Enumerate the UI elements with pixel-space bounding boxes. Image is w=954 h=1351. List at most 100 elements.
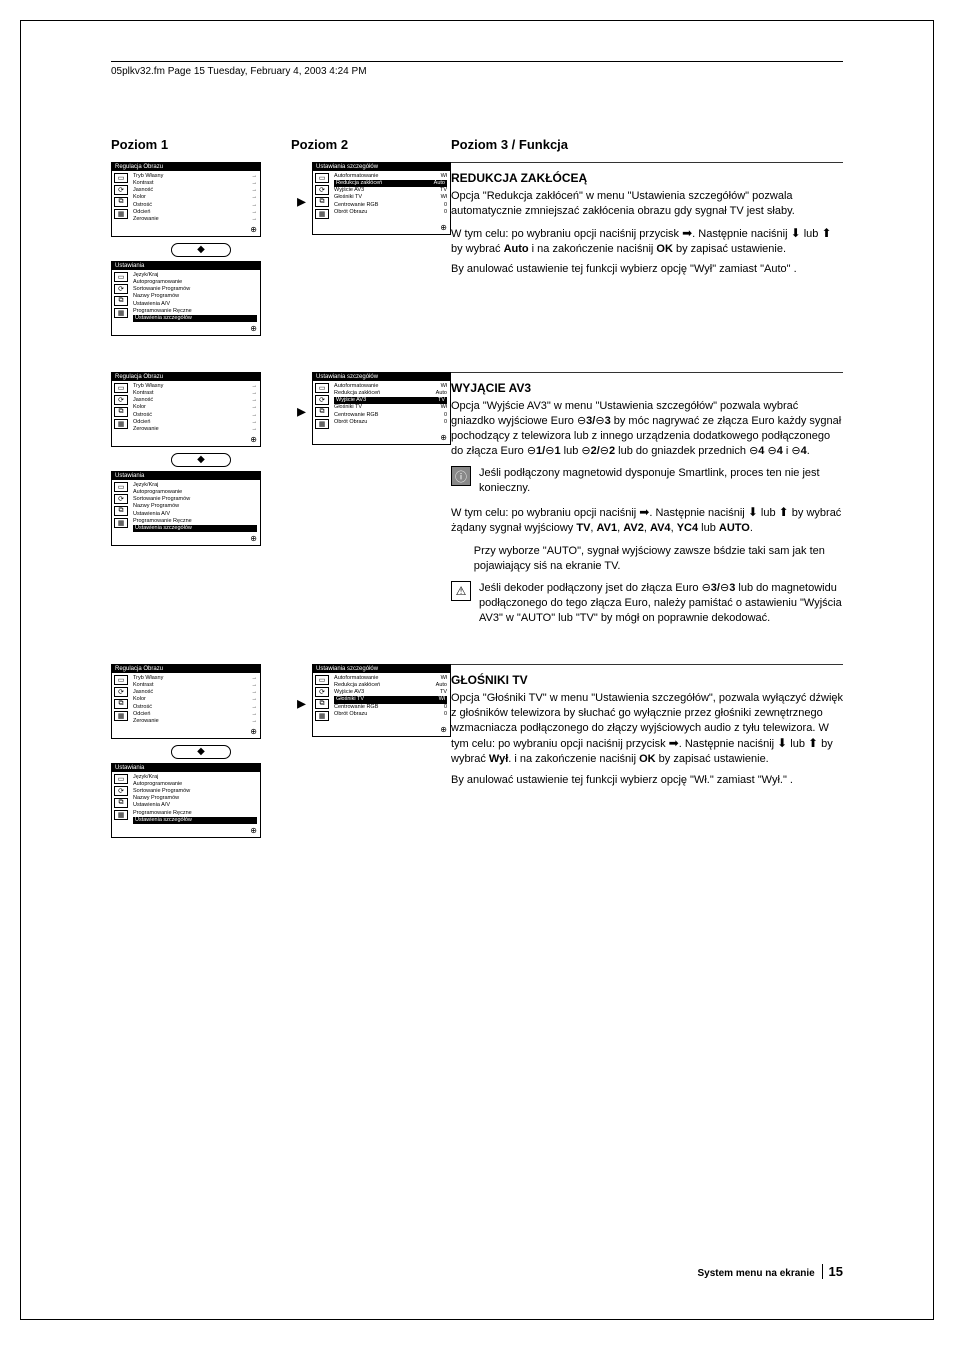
col-header-1: Poziom 1 [111,137,291,152]
col-header-2: Poziom 2 [291,137,451,152]
menu-item: Sortowanie Programów [133,788,257,795]
mid-col-2: ▸ Ustawiania szczegółów ▭ ⟳ ⧉ ▦ Autoform… [291,372,451,451]
menu-item: Ustawienia szczegółów [133,315,257,322]
menu-item: Autoprogramowanie [133,279,257,286]
menu-item: Kontrast→ [133,180,257,187]
body-text: W tym celu: po wybraniu opcji naciśnij p… [451,225,843,257]
arrow-right-icon: ▸ [291,693,312,714]
warning-note: ⚠ Jeśli dekoder podłączony jset do złącz… [451,581,843,626]
body-text: Opcja "Wyjście AV3" w menu "Ustawienia s… [451,399,843,458]
menu-item: AutoformatowanieWł [334,173,447,180]
menu-item: Nazwy Programów [133,503,257,510]
clock-icon: ⧉ [114,197,128,207]
menu-ustawiania-3: Ustawiania ▭ ⟳ ⧉ ▦ Język/KrajAutoprogram… [111,763,261,838]
mid-col-1: ▸ Ustawiania szczegółów ▭ ⟳ ⧉ ▦ Autoform… [291,162,451,241]
menu-item: Ostrość→ [133,412,257,419]
left-col-2: Regulacja Obrazu ▭ ⟳ ⧉ ▦ Tryb Własny→Kon… [111,372,291,552]
row-wyjacie: Regulacja Obrazu ▭ ⟳ ⧉ ▦ Tryb Własny→Kon… [111,372,843,634]
menu-item: Sortowanie Programów [133,496,257,503]
arrow-down-icon: ◆ [171,243,231,257]
menu-item: Programowanie Ręczne [133,518,257,525]
menu-item: Ostrość→ [133,704,257,711]
menu-item: Ustawienia A/V [133,511,257,518]
right-arrow-icon: ➡ [669,735,679,751]
section-redukcja: REDUKCJA ZAKŁÓCEĄ Opcja "Redukcja zakłóc… [451,162,843,283]
menu-item: Autoprogramowanie [133,489,257,496]
section-title: REDUKCJA ZAKŁÓCEĄ [451,171,843,185]
menu-szczegoly-1: Ustawiania szczegółów ▭ ⟳ ⧉ ▦ Autoformat… [312,162,451,235]
menu-item: Programowanie Ręczne [133,810,257,817]
menu-item: Redukcja zakłóceńAuto [334,180,447,187]
up-arrow-icon: ⬆ [779,504,789,520]
up-arrow-icon: ⬆ [808,735,818,751]
menu-item: Redukcja zakłóceńAuto [334,682,447,689]
menu-item: Odcień→ [133,419,257,426]
down-arrow-icon: ⬇ [777,735,787,751]
tv-icon: ▭ [114,173,128,183]
menu-item: Kontrast→ [133,390,257,397]
arrow-down-icon: ◆ [171,745,231,759]
down-arrow-icon: ⬇ [791,225,801,241]
page: 05plkv32.fm Page 15 Tuesday, February 4,… [20,20,934,1320]
menu-item: Kolor→ [133,696,257,703]
menu-item: Wyjście AV3TV [334,689,447,696]
menu-item: Nazwy Programów [133,293,257,300]
header-text: 05plkv32.fm Page 15 Tuesday, February 4,… [111,66,367,77]
body-text: W tym celu: po wybraniu opcji naciśnij ➡… [451,504,843,536]
menu-item: Sortowanie Programów [133,286,257,293]
plain-note: Przy wyborze "AUTO", sygnał wyjściowy za… [451,544,843,574]
col-header-3: Poziom 3 / Funkcja [451,137,843,152]
menu-item: Nazwy Programów [133,795,257,802]
column-headers: Poziom 1 Poziom 2 Poziom 3 / Funkcja [111,137,843,152]
menu-item: AutoformatowanieWł [334,675,447,682]
menu-item: Ustawienia szczegółów [133,817,257,824]
menu-ustawiania-2: Ustawiania ▭ ⟳ ⧉ ▦ Język/KrajAutoprogram… [111,471,261,546]
body-text: By anulować ustawienie tej funkcji wybie… [451,773,843,788]
menu-item: Centrowanie RGB0 [334,704,447,711]
slider-icon: ⟳ [114,185,128,195]
menu-item: Kolor→ [133,194,257,201]
row-glosniki: Regulacja Obrazu ▭ ⟳ ⧉ ▦ Tryb Własny→Kon… [111,664,843,844]
menu-item: Ustawienia szczegółów [133,525,257,532]
menu-item: Centrowanie RGB0 [334,202,447,209]
menu-ustawiania-1: Ustawiania ▭ ⟳ ⧉ ▦ Język/KrajAutoprogram… [111,261,261,336]
page-header: 05plkv32.fm Page 15 Tuesday, February 4,… [111,61,843,77]
menu-footer: ⊕ [112,225,260,236]
menu-item: Język/Kraj [133,774,257,781]
menu-item: Zerowanie→ [133,216,257,223]
left-col-1: Regulacja Obrazu ▭ ⟳ ⧉ ▦ Tryb Własny→Kon… [111,162,291,342]
menu-item: Ustawienia A/V [133,301,257,308]
menu-item: Tryb Własny→ [133,383,257,390]
arrow-right-icon: ▸ [291,191,312,212]
menu-item: Jasność→ [133,187,257,194]
menu-item: Zerowanie→ [133,718,257,725]
right-arrow-icon: ➡ [639,504,649,520]
warning-icon: ⚠ [451,581,471,601]
right-arrow-icon: ➡ [682,225,692,241]
menu-szczegoly-2: Ustawiania szczegółów ▭ ⟳ ⧉ ▦ Autoformat… [312,372,451,445]
menu-item: Zerowanie→ [133,426,257,433]
info-icon: ⓘ [451,466,471,486]
body-text: By anulować ustawienie tej funkcji wybie… [451,262,843,277]
body-text: Opcja "Redukcja zakłóceń" w menu "Ustawi… [451,189,843,219]
menu-item: Ustawienia A/V [133,802,257,809]
menu-item: Głośniki TVWł [334,194,447,201]
down-arrow-icon: ⬇ [748,504,758,520]
section-title: WYJĄCIE AV3 [451,381,843,395]
menu-item: Kontrast→ [133,682,257,689]
up-arrow-icon: ⬆ [821,225,831,241]
menu-item: Autoprogramowanie [133,781,257,788]
menu-item: Kolor→ [133,404,257,411]
arrow-down-icon: ◆ [171,453,231,467]
left-col-3: Regulacja Obrazu ▭ ⟳ ⧉ ▦ Tryb Własny→Kon… [111,664,291,844]
menu-item: Programowanie Ręczne [133,308,257,315]
page-number: 15 [822,1264,843,1279]
menu-item: Jasność→ [133,397,257,404]
arrow-right-icon: ▸ [291,401,312,422]
section-glosniki: GŁOŚNIKI TV Opcja "Głośniki TV" w menu "… [451,664,843,794]
menu-item: Tryb Własny→ [133,675,257,682]
menu-icons: ▭ ⟳ ⧉ ▦ [112,171,130,225]
menu-item: Jasność→ [133,689,257,696]
mid-col-3: ▸ Ustawiania szczegółów ▭ ⟳ ⧉ ▦ Autoform… [291,664,451,743]
menu-item: Tryb Własny→ [133,173,257,180]
